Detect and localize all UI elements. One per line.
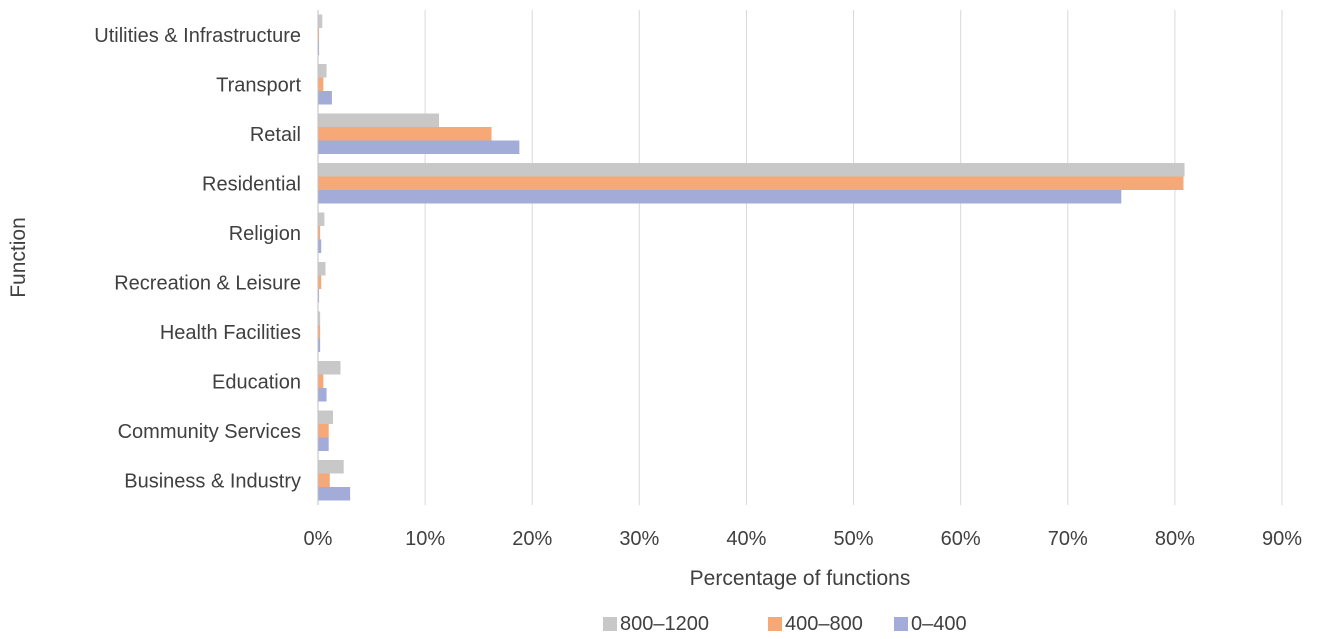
x-tick-label: 60%: [941, 528, 981, 550]
category-label: Utilities & Infrastructure: [94, 25, 301, 47]
y-axis-title: Function: [7, 217, 30, 298]
bar: [318, 239, 322, 253]
bar: [318, 325, 321, 339]
bar: [318, 127, 492, 141]
bar: [318, 289, 320, 303]
x-tick-label: 90%: [1262, 528, 1302, 550]
bar: [318, 311, 321, 325]
x-tick-label: 50%: [834, 528, 874, 550]
x-tick-label: 30%: [619, 528, 659, 550]
category-label: Religion: [229, 223, 301, 245]
bar: [318, 275, 322, 289]
bar: [318, 190, 1122, 204]
x-tick-label: 20%: [512, 528, 552, 550]
bar: [318, 388, 327, 402]
bar: [318, 410, 333, 424]
bar: [318, 41, 320, 55]
bar: [318, 460, 344, 474]
bar: [318, 212, 325, 226]
bar: [318, 262, 326, 276]
bar: [318, 140, 520, 154]
bar: [318, 28, 320, 42]
x-tick-label: 0%: [304, 528, 333, 550]
legend-label: 0–400: [911, 613, 967, 635]
category-labels: Utilities & Infrastructure Transport Retai…: [94, 25, 301, 493]
x-tick-labels: 0% 10% 20% 30% 40% 50% 60% 70% 80% 90%: [304, 528, 1303, 550]
bar: [318, 226, 321, 240]
bar: [318, 64, 327, 78]
bar: [318, 437, 329, 451]
category-label: Education: [212, 371, 301, 393]
bar: [318, 424, 329, 438]
bar: [318, 487, 351, 501]
legend-label: 800–1200: [620, 613, 709, 635]
x-tick-label: 10%: [405, 528, 445, 550]
bars: [318, 14, 1185, 501]
x-tick-label: 80%: [1155, 528, 1195, 550]
category-label: Recreation & Leisure: [114, 272, 301, 294]
category-label: Residential: [202, 173, 301, 195]
bar: [318, 91, 332, 105]
category-label: Transport: [216, 74, 301, 96]
x-axis-title: Percentage of functions: [690, 567, 911, 590]
bar: [318, 14, 323, 28]
legend-swatch: [894, 617, 908, 631]
bar: [318, 361, 341, 375]
category-label: Health Facilities: [160, 322, 301, 344]
bar: [318, 163, 1185, 177]
category-label: Retail: [250, 124, 301, 146]
bar: [318, 176, 1184, 190]
gridlines: [424, 10, 1283, 505]
bar: [318, 113, 440, 127]
x-tick-label: 40%: [726, 528, 766, 550]
category-label: Community Services: [118, 421, 301, 443]
legend-label: 400–800: [785, 613, 863, 635]
bar: [318, 338, 321, 352]
category-label: Business & Industry: [124, 470, 301, 492]
bar: [318, 473, 330, 487]
legend-swatch: [768, 617, 782, 631]
legend: 800–1200 400–800 0–400: [603, 613, 967, 635]
x-tick-label: 70%: [1048, 528, 1088, 550]
bar: [318, 77, 324, 91]
bar: [318, 374, 324, 388]
legend-swatch: [603, 617, 617, 631]
